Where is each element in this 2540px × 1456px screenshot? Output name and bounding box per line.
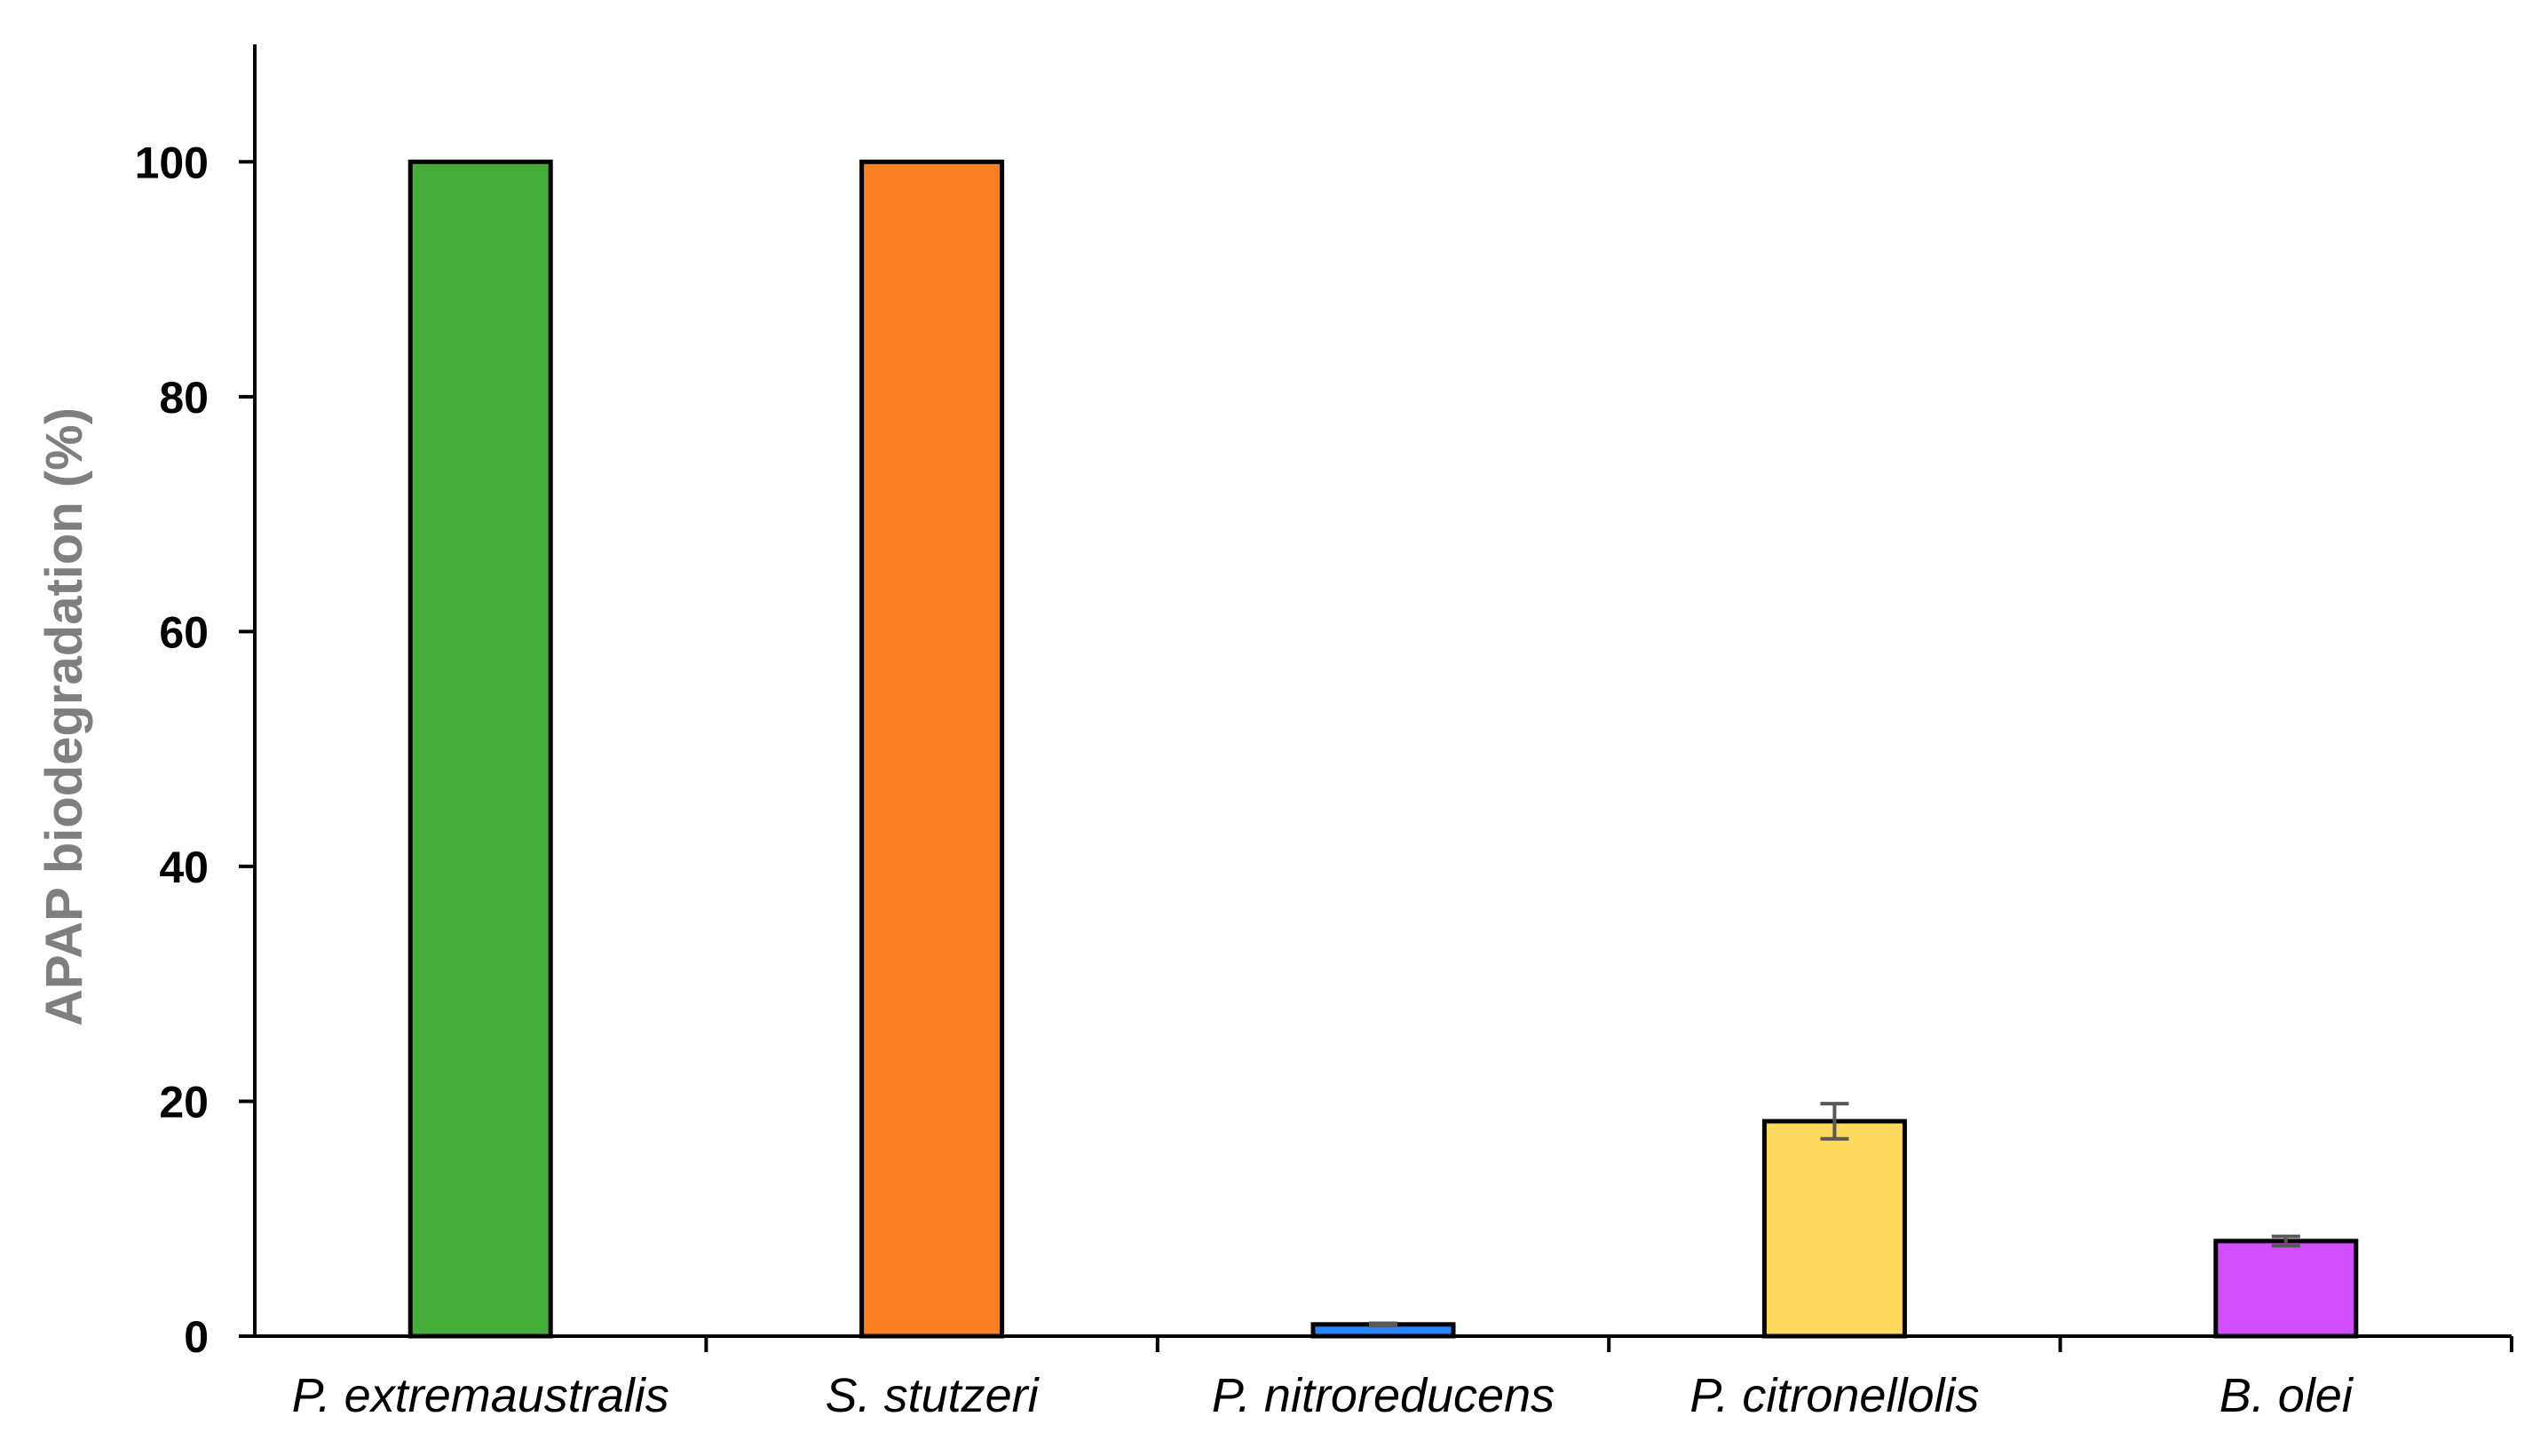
y-tick-label: 100 — [135, 138, 209, 187]
category-label: S. stutzeri — [826, 1369, 1041, 1422]
x-ticks-group — [704, 1336, 2513, 1352]
y-tick-label: 80 — [159, 373, 209, 423]
y-tick-label: 0 — [184, 1312, 209, 1362]
error-bars-group — [1369, 1102, 2300, 1328]
y-tick-label: 40 — [159, 843, 209, 892]
category-label: P. citronellolis — [1689, 1369, 1979, 1422]
category-labels-group: P. extremaustralis S. stutzeri P. nitrored… — [292, 1369, 2354, 1422]
bar — [859, 159, 1005, 1339]
category-label: B. olei — [2220, 1369, 2354, 1422]
bar — [1761, 1119, 1907, 1339]
y-axis-title: APAP biodegradation (%) — [36, 408, 93, 1026]
category-label: P. nitroreducens — [1212, 1369, 1555, 1422]
bar — [2213, 1238, 2359, 1339]
y-ticks-group: 0 20 40 60 80 100 — [135, 138, 255, 1362]
y-tick-label: 20 — [159, 1077, 209, 1127]
bar — [408, 159, 553, 1339]
bars-group — [408, 159, 2359, 1339]
category-label: P. extremaustralis — [292, 1369, 669, 1422]
y-tick-label: 60 — [159, 607, 209, 657]
